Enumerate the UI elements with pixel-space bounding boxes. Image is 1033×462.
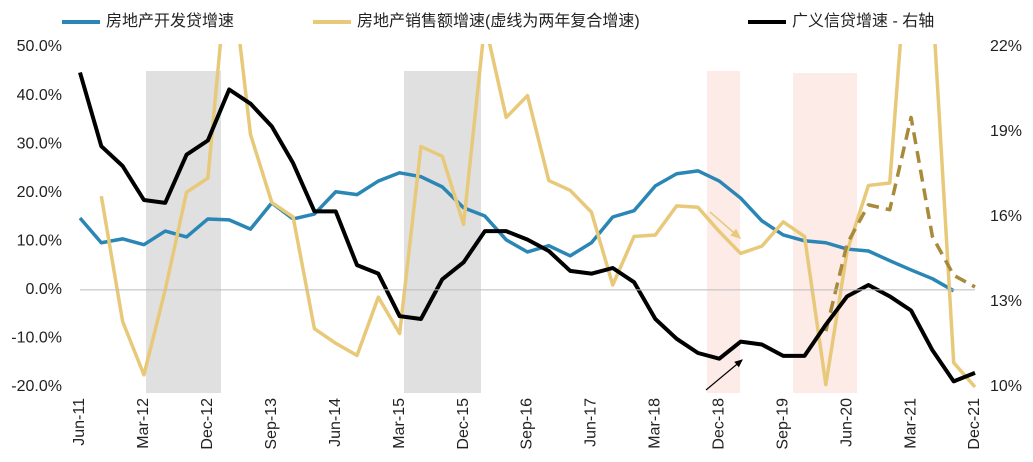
series-line [78, 169, 955, 293]
x-tick-label: Mar-12 [135, 398, 152, 449]
series-line [824, 115, 976, 332]
x-tick-label: Jun-11 [71, 398, 88, 446]
x-tick-label: Sep-13 [263, 398, 280, 450]
x-tick-label: Sep-19 [774, 398, 791, 450]
y-tick-label: -20.0% [11, 378, 62, 395]
y-tick-label: 20.0% [17, 184, 62, 201]
x-tick-label: Mar-18 [647, 398, 664, 449]
shade [146, 71, 221, 393]
y-tick-label: 40.0% [17, 87, 62, 104]
y-tick-label: 10.0% [17, 233, 62, 250]
x-tick-label: Jun-14 [327, 398, 344, 447]
x-tick-label: Mar-15 [391, 398, 408, 449]
x-tick-label: Dec-12 [199, 398, 216, 450]
shade [404, 71, 481, 393]
x-tick-label: Jun-20 [838, 398, 855, 447]
arrow [709, 211, 742, 239]
x-tick-label: Dec-15 [455, 398, 472, 450]
y2-tick-label: 13% [990, 293, 1022, 310]
x-tick-label: Sep-16 [519, 398, 536, 450]
y2-tick-label: 19% [990, 123, 1022, 140]
y-tick-label: -10.0% [11, 330, 62, 347]
arrow [705, 359, 743, 391]
x-tick-label: Mar-21 [902, 398, 919, 449]
legend-label: 广义信贷增速 - 右轴 [792, 12, 934, 30]
plot [78, 44, 977, 389]
y2-tick-label: 22% [990, 38, 1022, 55]
shade [793, 73, 857, 393]
x-tick-label: Dec-18 [711, 398, 728, 450]
y-tick-label: 30.0% [17, 135, 62, 152]
y-tick-label: 0.0% [26, 281, 62, 298]
legend-label: 房地产开发贷增速 [106, 12, 234, 30]
y-tick-label: 50.0% [17, 38, 62, 55]
y2-tick-label: 10% [990, 378, 1022, 395]
series-line [78, 71, 976, 384]
legend-label: 房地产销售额增速(虚线为两年复合增速) [357, 12, 640, 30]
y2-tick-label: 16% [990, 208, 1022, 225]
x-tick-label: Jun-17 [583, 398, 600, 447]
x-tick-label: Dec-21 [966, 398, 983, 450]
